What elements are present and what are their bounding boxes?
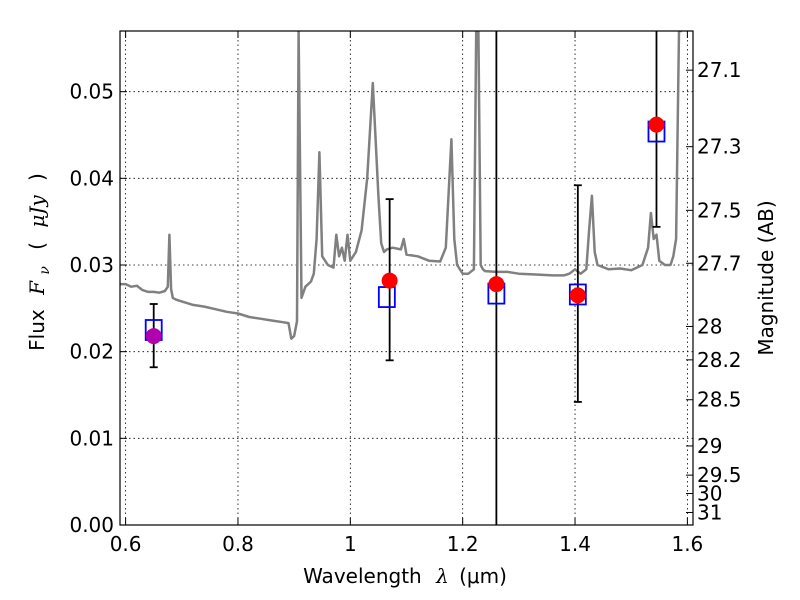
x-axis-symbol: λ — [435, 564, 449, 588]
y2-tick-label: 27.7 — [697, 251, 742, 275]
plot-frame — [119, 30, 694, 526]
y-axis-unit-close: ) — [25, 173, 49, 181]
y-axis-label-text: Flux — [25, 309, 49, 351]
observed-flux-point — [381, 272, 398, 289]
y2-tick-label: 29.5 — [697, 463, 742, 487]
x-axis-label: Wavelength λ (μm) — [303, 564, 507, 588]
x-axis-label-text: Wavelength — [303, 564, 422, 588]
y2-axis-label: Magnitude (AB) — [754, 200, 778, 355]
y-tick-label: 0.01 — [69, 426, 114, 450]
model-photometry-square — [568, 283, 587, 306]
observed-flux-point — [648, 116, 665, 133]
y-axis-unit: μJy — [25, 195, 49, 228]
observed-flux-point — [145, 328, 162, 345]
x-axis-unit: (μm) — [459, 564, 507, 588]
y2-tick-label: 28.2 — [697, 348, 742, 372]
y2-tick-label: 28.5 — [697, 388, 742, 412]
y2-tick-label: 27.1 — [697, 58, 742, 82]
y-tick-label: 0.00 — [69, 513, 114, 537]
y-tick-label: 0.05 — [69, 80, 114, 104]
y-tick-label: 0.02 — [69, 340, 114, 364]
y-axis-unit-open: ( — [25, 242, 49, 250]
y2-tick-label: 27.3 — [697, 135, 742, 159]
y2-tick-label: 28 — [697, 314, 722, 338]
x-tick-label: 1.6 — [671, 532, 703, 556]
y-axis-label: Flux F ν ( μJy ) — [25, 173, 54, 351]
x-tick-label: 0.8 — [222, 532, 254, 556]
y2-tick-label: 27.5 — [697, 198, 742, 222]
grid-layer — [120, 31, 693, 526]
x-tick-label: 1.2 — [447, 532, 479, 556]
tick-layer: 0.6 0.8 1 1.2 1.4 1.6 0.00 0.01 0.02 0.03 0.04 0.05… — [69, 31, 742, 556]
y-tick-label: 0.03 — [69, 253, 114, 277]
y-axis-symbol: F — [25, 280, 49, 296]
y2-tick-label: 30 — [697, 482, 722, 506]
observed-flux-point — [488, 276, 505, 293]
y2-tick-label: 31 — [697, 500, 722, 524]
model-photometry-square — [377, 286, 396, 308]
y-tick-label: 0.04 — [69, 166, 114, 190]
y-axis-subscript: ν — [37, 266, 53, 275]
plot-layer — [120, 31, 682, 525]
x-tick-label: 1.4 — [559, 532, 591, 556]
y2-tick-label: 29 — [697, 434, 722, 458]
spectrum-line — [120, 31, 682, 340]
x-tick-label: 1 — [344, 532, 357, 556]
observed-flux-point — [569, 287, 586, 304]
plot-content — [120, 31, 682, 525]
x-tick-label: 0.6 — [110, 532, 142, 556]
